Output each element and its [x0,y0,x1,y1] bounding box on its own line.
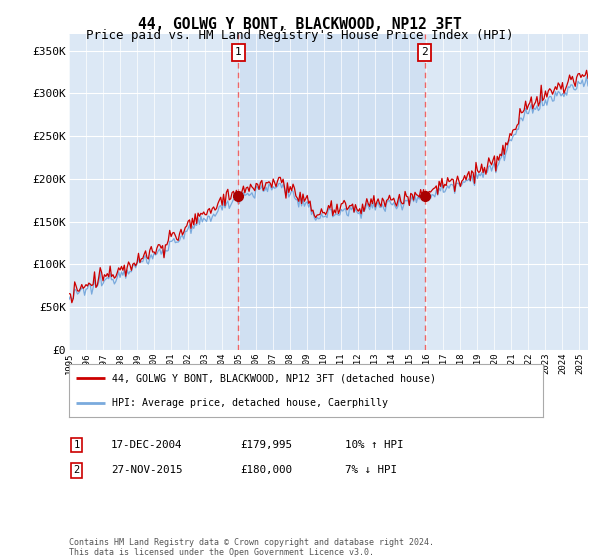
Text: 2: 2 [74,465,80,475]
Text: Contains HM Land Registry data © Crown copyright and database right 2024.
This d: Contains HM Land Registry data © Crown c… [69,538,434,557]
Text: Price paid vs. HM Land Registry's House Price Index (HPI): Price paid vs. HM Land Registry's House … [86,29,514,42]
Text: 27-NOV-2015: 27-NOV-2015 [111,465,182,475]
Text: 17-DEC-2004: 17-DEC-2004 [111,440,182,450]
Text: 44, GOLWG Y BONT, BLACKWOOD, NP12 3FT: 44, GOLWG Y BONT, BLACKWOOD, NP12 3FT [138,17,462,32]
Text: £179,995: £179,995 [240,440,292,450]
Text: 10% ↑ HPI: 10% ↑ HPI [345,440,404,450]
Text: 7% ↓ HPI: 7% ↓ HPI [345,465,397,475]
Text: 44, GOLWG Y BONT, BLACKWOOD, NP12 3FT (detached house): 44, GOLWG Y BONT, BLACKWOOD, NP12 3FT (d… [112,374,436,384]
Text: HPI: Average price, detached house, Caerphilly: HPI: Average price, detached house, Caer… [112,398,388,408]
Bar [238,34,425,350]
Text: 1: 1 [235,48,242,58]
Text: 1: 1 [74,440,80,450]
Text: £180,000: £180,000 [240,465,292,475]
Text: 2: 2 [421,48,428,58]
